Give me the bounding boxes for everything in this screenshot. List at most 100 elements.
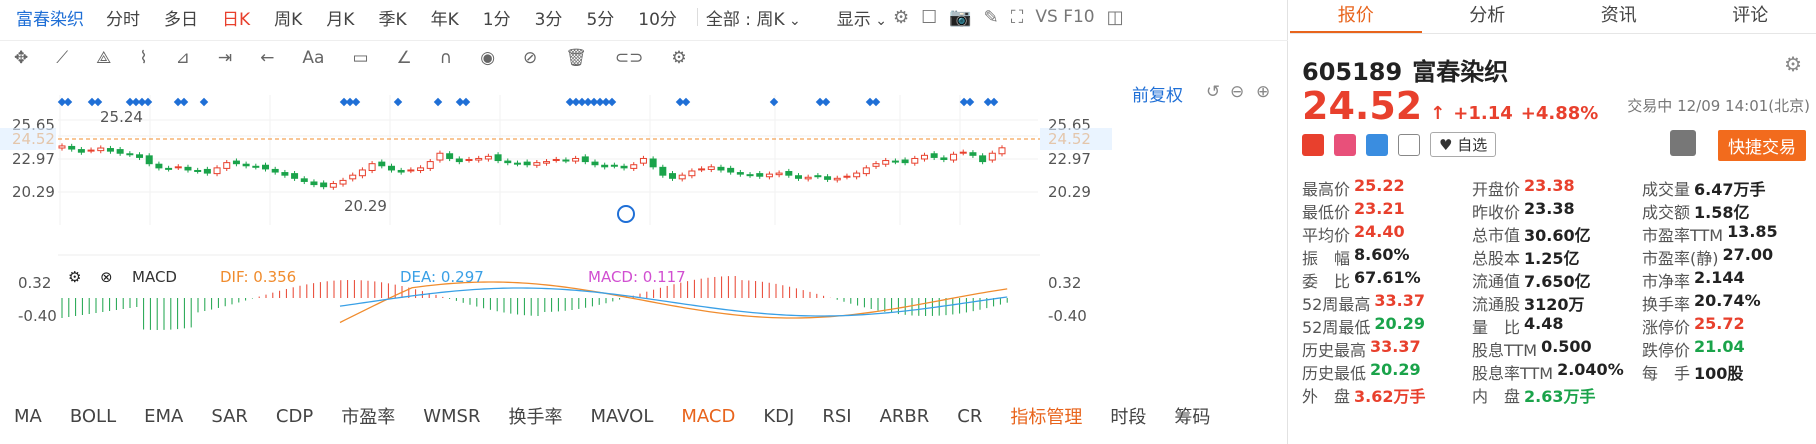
indicator-tab[interactable]: MACD [681, 405, 736, 427]
indicator-tab[interactable]: ARBR [879, 405, 930, 427]
event-diamond-icon[interactable] [681, 97, 691, 107]
macd-settings-icon[interactable]: ⚙ [68, 268, 82, 286]
event-diamond-icon[interactable] [143, 97, 153, 107]
event-diamond-icon[interactable] [433, 97, 443, 107]
indicator-tab[interactable]: KDJ [763, 405, 795, 427]
notes-icon[interactable] [1398, 133, 1420, 156]
fullscreen-icon[interactable]: ⛶ [1010, 6, 1024, 28]
comment-tool-icon[interactable]: ▭ [352, 47, 369, 68]
ruler-tool-icon[interactable]: ⊿ [175, 47, 190, 68]
line-tool-icon[interactable]: ⟋ [56, 47, 69, 68]
event-diamond-icon[interactable] [393, 97, 403, 107]
link-icon[interactable]: ⊂⊃ [614, 47, 644, 68]
event-diamond-icon[interactable] [989, 97, 999, 107]
indicator-tab[interactable]: MA [14, 405, 42, 427]
camera-icon[interactable]: 📷 [949, 6, 972, 28]
pen-icon[interactable]: ✎ [983, 6, 999, 28]
event-diamond-icon[interactable] [173, 97, 183, 107]
panel-toggle-icon[interactable]: ◫ [1106, 6, 1124, 28]
indicator-tab[interactable]: EMA [144, 405, 184, 427]
indicator-tab[interactable]: CR [957, 405, 983, 427]
crosshair-icon[interactable]: ✥ [14, 47, 29, 68]
angle-tool-icon[interactable]: ∠ [396, 47, 412, 68]
vs-f10-button[interactable]: VS F10 [1035, 7, 1095, 27]
period-tab[interactable]: 日K [222, 9, 251, 30]
indicator-tab[interactable]: 换手率 [508, 407, 563, 428]
event-diamond-icon[interactable] [57, 97, 67, 107]
event-diamond-icon[interactable] [345, 97, 355, 107]
all-period-select[interactable]: 全部 : 周K [706, 5, 801, 30]
period-tab[interactable]: 5分 [586, 9, 615, 30]
indicator-tab[interactable]: WMSR [423, 405, 481, 427]
settings-icon[interactable]: ⚙ [892, 6, 910, 28]
indicator-tab[interactable]: SAR [211, 405, 248, 427]
candle-body [678, 174, 686, 180]
quote-tab[interactable]: 分析 [1469, 5, 1506, 26]
period-tab[interactable]: 季K [378, 9, 407, 30]
square-select-icon[interactable]: ☐ [921, 6, 938, 28]
polyline-tool-icon[interactable]: ⟁ [96, 47, 112, 68]
hide-icon[interactable]: ⊘ [523, 47, 538, 68]
gear-icon[interactable]: ⚙ [1784, 52, 1802, 76]
period-tab[interactable]: 3分 [534, 9, 563, 30]
period-tab[interactable]: 年K [430, 9, 459, 30]
event-diamond-icon[interactable] [607, 97, 617, 107]
period-tab[interactable]: 多日 [164, 9, 198, 30]
indicator-tab[interactable]: 市盈率 [341, 407, 396, 428]
event-diamond-icon[interactable] [63, 97, 73, 107]
undo-icon[interactable]: ↺ [1206, 82, 1221, 102]
event-marker-icon[interactable] [617, 205, 635, 223]
period-tab[interactable]: 周K [274, 9, 303, 30]
event-diamond-icon[interactable] [351, 97, 361, 107]
macd-close-icon[interactable]: ⊗ [100, 268, 113, 286]
candlestick-chart[interactable]: 25.6525.6524.5224.5222.9722.9720.2920.29… [0, 0, 1288, 430]
range-tool-icon[interactable]: ⇥ [217, 47, 233, 68]
event-diamond-icon[interactable] [455, 97, 465, 107]
event-diamond-icon[interactable] [965, 97, 975, 107]
event-diamond-icon[interactable] [137, 97, 147, 107]
indicator-tab[interactable]: 筹码 [1174, 407, 1211, 428]
event-diamond-icon[interactable] [769, 97, 779, 107]
indicator-tab[interactable]: MAVOL [590, 405, 654, 427]
indicator-tab[interactable]: 指标管理 [1010, 407, 1083, 428]
quote-tab[interactable]: 评论 [1732, 5, 1769, 26]
text-tool-icon[interactable]: Aa [302, 47, 325, 68]
flash-icon[interactable] [1334, 133, 1356, 156]
event-diamond-icon[interactable] [93, 97, 103, 107]
trash-icon[interactable]: 🗑 [565, 47, 587, 68]
event-diamond-icon[interactable] [179, 97, 189, 107]
watchlist-button[interactable]: ♥ 自选 [1430, 132, 1497, 157]
wave-tool-icon[interactable]: ⌇ [139, 47, 148, 68]
event-diamond-icon[interactable] [199, 97, 209, 107]
magnet-icon[interactable]: ∩ [439, 47, 453, 68]
restore-button[interactable]: 前复权 [1132, 86, 1183, 106]
indicator-tab[interactable]: RSI [822, 405, 852, 427]
indicator-tab[interactable]: 时段 [1110, 407, 1147, 428]
period-tab[interactable]: 分时 [106, 9, 140, 30]
period-tab[interactable]: 月K [326, 9, 355, 30]
period-tab[interactable]: 1分 [482, 9, 511, 30]
eye-icon[interactable]: ◉ [480, 47, 496, 68]
indicator-name[interactable]: MACD [132, 268, 177, 286]
zoom-out-icon[interactable]: ⊖ [1230, 82, 1245, 102]
gear-icon[interactable]: ⚙ [671, 47, 687, 68]
quote-tab[interactable]: 资讯 [1600, 5, 1637, 26]
indicator-tab[interactable]: BOLL [69, 405, 117, 427]
indicator-tab[interactable]: CDP [275, 405, 314, 427]
event-diamond-icon[interactable] [131, 97, 141, 107]
period-tab[interactable]: 10分 [638, 9, 677, 30]
zoom-in-icon[interactable]: ⊕ [1256, 82, 1271, 102]
arrow-tool-icon[interactable]: ← [260, 47, 275, 68]
event-diamond-icon[interactable] [125, 97, 135, 107]
event-diamond-icon[interactable] [821, 97, 831, 107]
fast-trade-button[interactable]: 快捷交易 [1718, 130, 1806, 161]
event-diamond-icon[interactable] [461, 97, 471, 107]
bell-icon[interactable] [1670, 130, 1696, 156]
event-diamond-icon[interactable] [87, 97, 97, 107]
event-diamond-icon[interactable] [871, 97, 881, 107]
stock-name[interactable]: 富春染织 [16, 9, 84, 30]
quote-tab[interactable]: 报价 [1290, 0, 1422, 33]
display-menu[interactable]: 显示 [837, 5, 887, 30]
event-diamond-icon[interactable] [339, 97, 349, 107]
tag-icon[interactable] [1366, 133, 1388, 156]
